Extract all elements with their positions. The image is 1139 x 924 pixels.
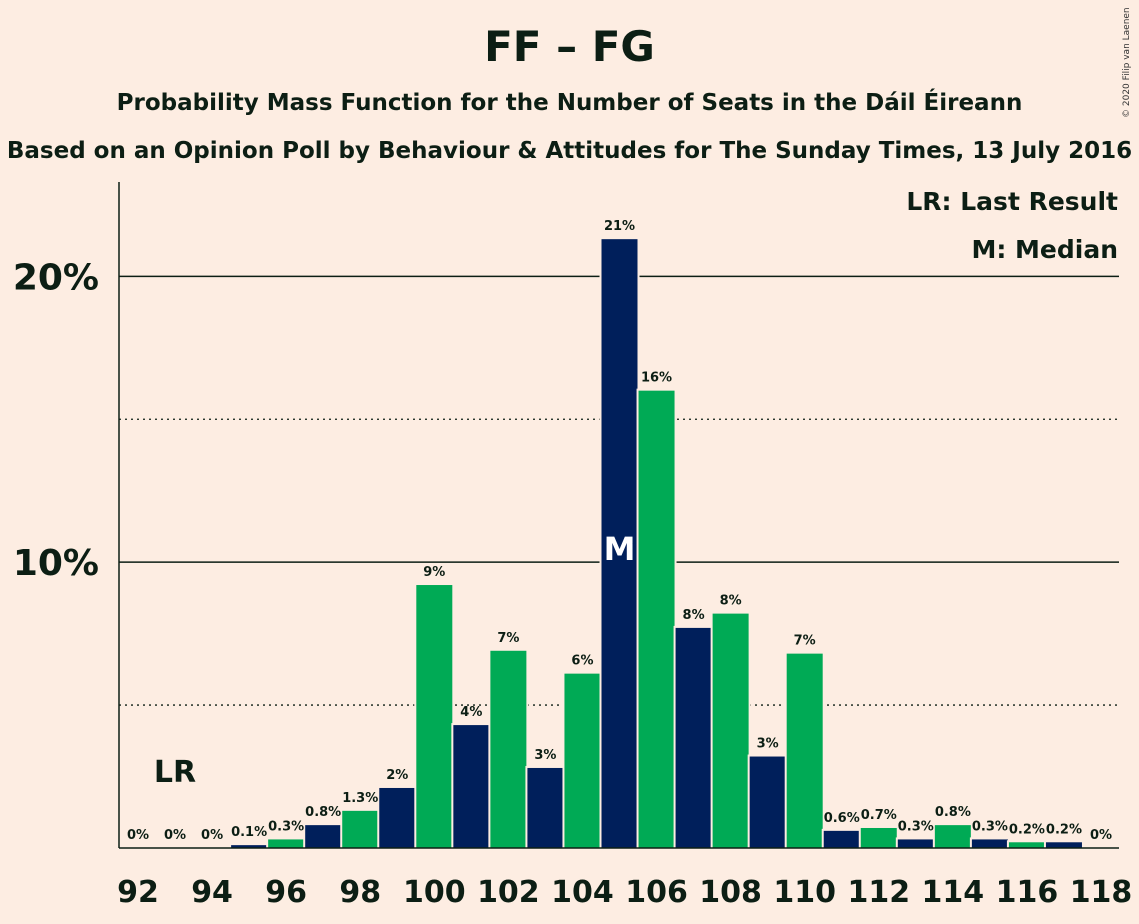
bar-116 — [1008, 842, 1045, 848]
x-tick-label: 108 — [699, 875, 762, 910]
bar-value-label: 4% — [460, 705, 482, 720]
x-tick-label: 98 — [339, 875, 381, 910]
bar-value-label: 0% — [1090, 828, 1112, 843]
bar-value-label: 8% — [720, 594, 742, 609]
x-tick-label: 102 — [477, 875, 540, 910]
bar-value-label: 0.3% — [898, 819, 934, 834]
bar-103 — [527, 767, 564, 848]
bar-115 — [971, 839, 1008, 848]
bar-value-label: 0.2% — [1046, 822, 1082, 837]
bar-value-label: 3% — [534, 748, 556, 763]
bar-value-label: 7% — [497, 631, 519, 646]
bar-value-label: 0.7% — [861, 808, 897, 823]
bar-114 — [934, 825, 971, 848]
x-tick-label: 100 — [403, 875, 466, 910]
legend-entry: M: Median — [971, 235, 1118, 264]
bar-value-label: 0.2% — [1009, 822, 1045, 837]
bar-107 — [675, 627, 712, 848]
chart-title: FF – FG — [484, 22, 655, 71]
bar-value-label: 0.3% — [972, 819, 1008, 834]
legend-bg — [930, 183, 1122, 219]
bar-value-label: 0% — [201, 828, 223, 843]
bar-105 — [601, 239, 638, 849]
bar-value-label: 0% — [164, 828, 186, 843]
bar-value-label: 0% — [127, 828, 149, 843]
last-result-marker: LR — [154, 755, 196, 790]
x-tick-label: 104 — [551, 875, 614, 910]
x-tick-label: 110 — [773, 875, 836, 910]
chart-source-subtitle: Based on an Opinion Poll by Behaviour & … — [6, 138, 1133, 164]
bar-95 — [231, 845, 268, 848]
x-tick-labels: 92 94 96 98 100 102 104 106 108 110 112 114 116 118 — [117, 875, 1132, 910]
median-marker: M — [604, 530, 636, 568]
bar-value-label: 0.3% — [268, 819, 304, 834]
bar-104 — [564, 673, 601, 848]
bar-112 — [860, 827, 897, 848]
bar-111 — [823, 830, 860, 848]
bar-value-label: 6% — [571, 654, 593, 669]
bar-value-label: 2% — [386, 768, 408, 783]
y-tick-label: 20% — [13, 257, 99, 298]
bar-value-label: 7% — [794, 634, 816, 649]
bar-value-label: 1.3% — [342, 791, 378, 806]
x-tick-label: 114 — [922, 875, 985, 910]
bar-value-label: 3% — [757, 737, 779, 752]
x-tick-label: 94 — [191, 875, 233, 910]
x-tick-label: 112 — [847, 875, 910, 910]
bar-106 — [638, 390, 675, 848]
bar-value-label: 0.8% — [305, 805, 341, 820]
bar-value-label: 0.6% — [824, 811, 860, 826]
bars — [229, 237, 1084, 849]
legend-bg — [930, 231, 1122, 267]
bar-98 — [342, 810, 379, 848]
x-tick-label: 96 — [265, 875, 307, 910]
bar-100 — [416, 585, 453, 848]
bar-102 — [490, 650, 527, 848]
bar-value-label: 21% — [604, 219, 635, 234]
bar-117 — [1045, 842, 1082, 848]
bar-97 — [305, 825, 342, 848]
bar-101 — [453, 725, 490, 848]
bar-108 — [712, 613, 749, 848]
bar-value-label: 0.1% — [231, 825, 267, 840]
bar-109 — [749, 756, 786, 848]
bar-96 — [268, 839, 305, 848]
y-tick-labels: 10% 20% — [13, 257, 99, 584]
bar-value-label: 9% — [423, 565, 445, 580]
bar-110 — [786, 653, 823, 848]
axes — [118, 182, 1119, 849]
x-tick-label: 116 — [996, 875, 1059, 910]
legend-entry: LR: Last Result — [906, 187, 1118, 216]
annotations: M LR LR: Last Result M: Median — [154, 183, 1122, 790]
bar-value-label: 8% — [683, 608, 705, 623]
bar-99 — [379, 787, 416, 848]
y-tick-label: 10% — [13, 543, 99, 584]
x-tick-label: 118 — [1070, 875, 1133, 910]
bar-value-labels: 0% 0% 0% 0.1% 0.3%0.8%1.3%2%9%4%7%3%6%21%16%… — [127, 219, 1112, 843]
bar-value-label: 0.8% — [935, 805, 971, 820]
bar-value-label: 16% — [641, 371, 672, 386]
bar-113 — [897, 839, 934, 848]
x-tick-label: 106 — [625, 875, 688, 910]
chart-subtitle: Probability Mass Function for the Number… — [116, 90, 1023, 116]
x-tick-label: 92 — [117, 875, 159, 910]
